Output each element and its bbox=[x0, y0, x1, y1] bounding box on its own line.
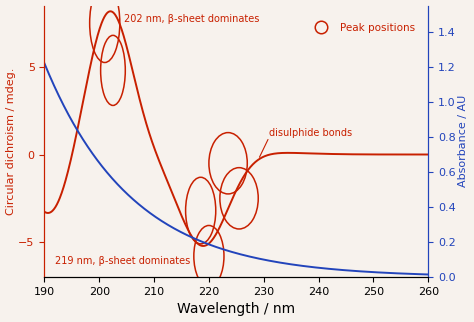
Y-axis label: Absorbance / AU: Absorbance / AU bbox=[458, 95, 468, 187]
Text: 219 nm, β-sheet dominates: 219 nm, β-sheet dominates bbox=[55, 256, 191, 266]
Text: disulphide bonds: disulphide bonds bbox=[269, 128, 352, 138]
Y-axis label: Circular dichroism / mdeg.: Circular dichroism / mdeg. bbox=[6, 68, 16, 215]
X-axis label: Wavelength / nm: Wavelength / nm bbox=[177, 302, 295, 317]
Legend: Peak positions: Peak positions bbox=[307, 19, 419, 37]
Text: 202 nm, β-sheet dominates: 202 nm, β-sheet dominates bbox=[124, 14, 259, 24]
